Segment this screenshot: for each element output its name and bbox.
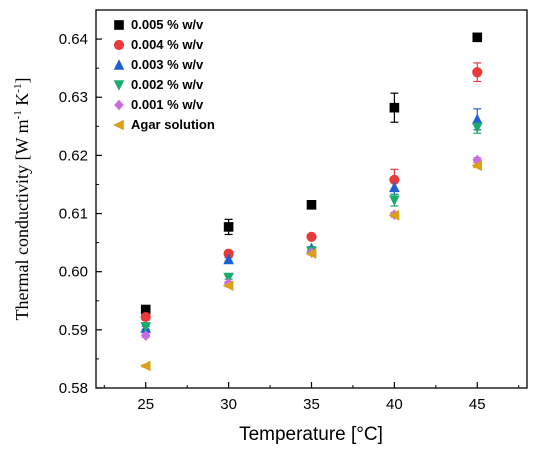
x-axis-label: Temperature [°C] <box>239 424 383 445</box>
y-tick-label: 0.58 <box>59 380 88 397</box>
x-tick-label: 45 <box>469 396 486 413</box>
legend-marker-5 <box>113 119 124 131</box>
y-axis-label: Thermal conductivity [W m-1 K-1] <box>12 78 32 321</box>
y-tick-label: 0.59 <box>59 322 88 339</box>
data-point-series-5 <box>222 280 234 291</box>
points-layer <box>139 32 483 372</box>
x-tick-label: 25 <box>137 396 154 413</box>
data-point-series-1 <box>306 231 317 242</box>
x-tick-label: 40 <box>386 396 403 413</box>
data-point-series-0 <box>223 222 234 232</box>
legend-label-3: 0.002 % w/v <box>131 77 204 92</box>
data-point-series-4 <box>140 330 151 341</box>
legend-label-0: 0.005 % w/v <box>131 17 204 32</box>
y-tick-label: 0.60 <box>59 264 88 281</box>
data-point-series-5 <box>471 160 483 172</box>
legend-label-5: Agar solution <box>131 117 215 132</box>
data-point-series-1 <box>140 311 151 323</box>
y-axis-label-exp2: -1 <box>12 84 24 93</box>
data-point-series-2 <box>389 181 400 193</box>
data-point-series-2 <box>471 113 483 125</box>
data-point-series-4 <box>472 154 483 166</box>
legend-marker-4 <box>114 99 124 111</box>
legend-markers <box>113 20 125 131</box>
data-point-series-5 <box>388 209 400 221</box>
data-point-series-3 <box>223 272 234 284</box>
y-tick-label: 0.62 <box>59 147 88 164</box>
data-point-series-0 <box>140 304 151 315</box>
y-tick-label: 0.61 <box>59 206 88 223</box>
data-point-series-5 <box>305 248 317 259</box>
ticks-layer: 25 30 35 40 45 0.58 0.59 0.60 0.61 0.62 0.63 0.64 <box>59 31 520 413</box>
data-point-series-2 <box>223 253 234 265</box>
data-point-series-3 <box>389 195 400 206</box>
data-point-series-0 <box>389 102 400 113</box>
data-point-series-3 <box>140 322 152 333</box>
data-point-series-1 <box>223 248 234 259</box>
y-axis-label-exp1: -1 <box>12 110 24 119</box>
legend-label-1: 0.004 % w/v <box>131 37 204 52</box>
data-point-series-0 <box>472 32 483 43</box>
y-tick-label: 0.63 <box>59 89 88 106</box>
legend-marker-3 <box>113 80 125 91</box>
data-point-series-5 <box>139 360 151 372</box>
legend-label-2: 0.003 % w/v <box>131 57 204 72</box>
data-point-series-3 <box>471 122 483 134</box>
legend-marker-2 <box>113 59 125 70</box>
legend-label-4: 0.001 % w/v <box>131 97 204 112</box>
data-point-series-1 <box>389 174 400 185</box>
y-axis-label-mid: K <box>12 93 32 111</box>
y-tick-label: 0.64 <box>59 31 88 48</box>
x-tick-label: 30 <box>220 396 237 413</box>
legend-marker-1 <box>113 39 125 51</box>
y-axis-label-end: ] <box>12 78 32 84</box>
legend-marker-0 <box>114 20 124 30</box>
y-axis-label-main: Thermal conductivity [W m <box>12 119 32 320</box>
data-point-series-1 <box>472 67 483 78</box>
legend: 0.005 % w/v 0.004 % w/v 0.003 % w/v 0.00… <box>113 17 215 132</box>
x-tick-label: 35 <box>303 396 320 413</box>
data-point-series-0 <box>306 200 317 210</box>
